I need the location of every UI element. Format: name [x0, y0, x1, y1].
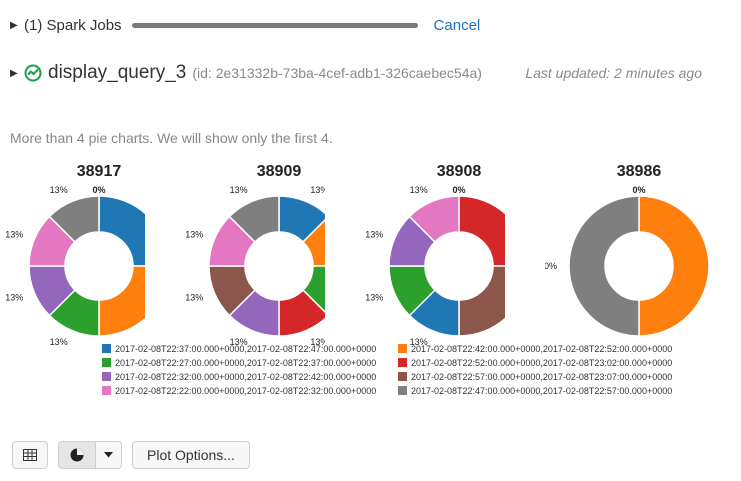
pie-slice-gray[interactable] — [568, 195, 640, 337]
pie-slice-label: 0% — [452, 185, 465, 195]
pie-slice-label: 13% — [230, 185, 248, 195]
pie-slice-label: 13% — [5, 292, 23, 302]
legend-item[interactable]: 2017-02-08T22:32:00.000+0000,2017-02-08T… — [102, 371, 398, 382]
pie-slice-brown[interactable] — [458, 265, 505, 337]
caret-down-icon — [104, 452, 113, 458]
legend-label: 2017-02-08T22:37:00.000+0000,2017-02-08T… — [115, 343, 377, 354]
query-name: display_query_3 — [48, 62, 187, 83]
legend-label: 2017-02-08T22:22:00.000+0000,2017-02-08T… — [115, 385, 377, 396]
pie-slice-blue[interactable] — [98, 195, 145, 267]
pie-slice-label: 50% — [545, 261, 557, 271]
legend-item[interactable]: 2017-02-08T22:47:00.000+0000,2017-02-08T… — [398, 385, 698, 396]
pie-slice-orange[interactable] — [98, 265, 145, 337]
legend-item[interactable]: 2017-02-08T22:42:00.000+0000,2017-02-08T… — [398, 343, 698, 354]
legend-label: 2017-02-08T22:47:00.000+0000,2017-02-08T… — [411, 385, 673, 396]
legend-swatch — [102, 358, 111, 367]
expand-caret-icon[interactable]: ▶ — [10, 19, 18, 31]
legend-item[interactable]: 2017-02-08T22:52:00.000+0000,2017-02-08T… — [398, 357, 698, 368]
expand-caret-icon[interactable]: ▶ — [10, 67, 18, 79]
pie-chart-2: 38909 13%13%13%13%13%13%13%13% — [185, 163, 349, 347]
legend-swatch — [102, 372, 111, 381]
pie-chart-1: 38917 25%25%13%13%13%13%0% — [5, 163, 169, 347]
pie-slice-green[interactable] — [301, 265, 325, 315]
query-id: (id: 2e31332b-73ba-4cef-adb1-326caebec54… — [192, 65, 482, 81]
display-toolbar: Plot Options... — [12, 441, 250, 469]
pie-slice-pink[interactable] — [408, 195, 460, 244]
spark-jobs-row: ▶ (1) Spark Jobs Cancel — [10, 14, 480, 36]
legend-swatch — [102, 344, 111, 353]
pie-slice-orange[interactable] — [638, 195, 710, 337]
pie-chart-3: 38908 25%25%13%13%13%13%0% — [365, 163, 529, 347]
table-view-button[interactable] — [12, 441, 48, 469]
pie-chart-svg: 25%25%13%13%13%13%0% — [365, 185, 505, 347]
plot-options-button[interactable]: Plot Options... — [132, 441, 250, 469]
pie-slice-label: 13% — [230, 337, 248, 347]
pie-slice-label: 13% — [410, 185, 428, 195]
pie-slice-gray[interactable] — [228, 195, 280, 244]
pie-slice-label: 0% — [92, 185, 105, 195]
legend-label: 2017-02-08T22:52:00.000+0000,2017-02-08T… — [411, 357, 673, 368]
chart-type-group — [58, 441, 122, 469]
legend-label: 2017-02-08T22:27:00.000+0000,2017-02-08T… — [115, 357, 377, 368]
pie-chart-icon — [70, 448, 84, 462]
last-updated: Last updated: 2 minutes ago — [525, 65, 702, 81]
pie-limit-notice: More than 4 pie charts. We will show onl… — [10, 130, 333, 146]
pie-title: 38908 — [436, 163, 482, 180]
legend-item[interactable]: 2017-02-08T22:27:00.000+0000,2017-02-08T… — [102, 357, 398, 368]
legend-swatch — [398, 372, 407, 381]
pie-chart-svg: 13%13%13%13%13%13%13%13% — [185, 185, 325, 347]
legend-swatch — [398, 344, 407, 353]
pie-title: 38909 — [256, 163, 302, 180]
table-icon — [23, 449, 37, 461]
pie-slice-label: 13% — [185, 292, 203, 302]
pie-chart-svg: 25%25%13%13%13%13%0% — [5, 185, 145, 347]
legend-label: 2017-02-08T22:42:00.000+0000,2017-02-08T… — [411, 343, 673, 354]
pie-legend: 2017-02-08T22:37:00.000+0000,2017-02-08T… — [102, 343, 698, 396]
legend-label: 2017-02-08T22:57:00.000+0000,2017-02-08T… — [411, 371, 673, 382]
legend-swatch — [398, 358, 407, 367]
pie-title: 38917 — [76, 163, 122, 180]
pie-slice-orange[interactable] — [301, 217, 325, 267]
query-status-icon — [24, 64, 42, 82]
query-header: ▶ display_query_3 (id: 2e31332b-73ba-4ce… — [10, 60, 730, 86]
cancel-link[interactable]: Cancel — [433, 16, 481, 34]
pie-slice-label: 13% — [185, 230, 203, 240]
chart-type-dropdown[interactable] — [96, 441, 122, 469]
pie-chart-svg: 50%50%0% — [545, 185, 710, 337]
pie-slice-label: 13% — [310, 337, 325, 347]
pie-chart-4: 38986 50%50%0% — [545, 163, 710, 337]
legend-item[interactable]: 2017-02-08T22:57:00.000+0000,2017-02-08T… — [398, 371, 698, 382]
spark-jobs-label[interactable]: (1) Spark Jobs — [24, 16, 122, 34]
legend-item[interactable]: 2017-02-08T22:22:00.000+0000,2017-02-08T… — [102, 385, 398, 396]
pie-slice-label: 0% — [632, 185, 645, 195]
pie-slice-label: 13% — [50, 185, 68, 195]
legend-label: 2017-02-08T22:32:00.000+0000,2017-02-08T… — [115, 371, 377, 382]
legend-swatch — [398, 386, 407, 395]
legend-swatch — [102, 386, 111, 395]
pie-slice-red[interactable] — [458, 195, 505, 267]
pie-slice-gray[interactable] — [48, 195, 100, 244]
pie-title: 38986 — [616, 163, 662, 180]
pie-slice-label: 13% — [410, 337, 428, 347]
pie-slice-label: 13% — [365, 230, 383, 240]
legend-item[interactable]: 2017-02-08T22:37:00.000+0000,2017-02-08T… — [102, 343, 398, 354]
pie-slice-label: 13% — [5, 230, 23, 240]
pie-slice-label: 13% — [50, 337, 68, 347]
pie-slice-label: 13% — [310, 185, 325, 195]
pie-chart-button[interactable] — [58, 441, 96, 469]
pie-slice-label: 13% — [365, 292, 383, 302]
spark-jobs-progress-bar — [131, 22, 418, 28]
